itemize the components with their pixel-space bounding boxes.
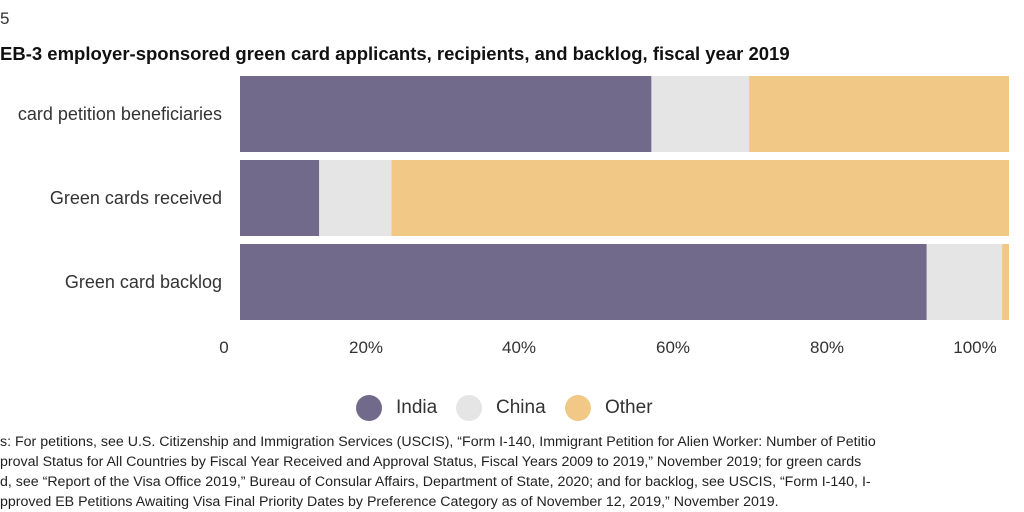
figure-number: 5 xyxy=(0,9,10,28)
legend-label-other: Other xyxy=(605,397,653,418)
category-label-2: Green cards received xyxy=(50,188,222,208)
bar-segment-india-2 xyxy=(240,160,320,236)
legend-item-other: Other xyxy=(565,393,653,423)
bar-segment-india-3 xyxy=(240,244,927,320)
legend-item-china: China xyxy=(456,393,546,423)
source-line-3: d, see “Report of the Visa Office 2019,”… xyxy=(0,474,871,490)
category-label-3: Green card backlog xyxy=(65,272,222,292)
chart-title: EB-3 employer-sponsored green card appli… xyxy=(0,43,790,64)
bar-segment-china-2 xyxy=(319,160,392,236)
x-tick-label-1: 0 xyxy=(219,338,228,357)
source-note: s: For petitions, see U.S. Citizenship a… xyxy=(0,432,1024,512)
bar-segment-china-1 xyxy=(651,76,750,152)
legend-item-india: India xyxy=(356,393,437,423)
legend: India China Other xyxy=(0,393,1024,423)
stacked-bar-chart: card petition beneficiaries Green cards r… xyxy=(18,76,1009,357)
x-tick-label-5: 80% xyxy=(810,338,844,357)
legend-label-india: India xyxy=(396,397,438,418)
source-line-4: pproved EB Petitions Awaiting Visa Final… xyxy=(0,494,779,510)
bar-segment-other-3 xyxy=(1002,244,1009,320)
bar-segment-india-1 xyxy=(240,76,652,152)
legend-swatch-china xyxy=(456,395,482,421)
category-label-1: card petition beneficiaries xyxy=(18,104,222,124)
bar-segment-other-1 xyxy=(749,76,1009,152)
x-tick-label-3: 40% xyxy=(502,338,536,357)
legend-swatch-other xyxy=(565,395,591,421)
bar-segment-china-3 xyxy=(926,244,1003,320)
x-tick-label-4: 60% xyxy=(656,338,690,357)
x-tick-label-6: 100% xyxy=(953,338,996,357)
bar-segment-other-2 xyxy=(391,160,1009,236)
legend-swatch-india xyxy=(356,395,382,421)
legend-label-china: China xyxy=(496,397,546,418)
x-tick-label-2: 20% xyxy=(349,338,383,357)
source-line-2: proval Status for All Countries by Fisca… xyxy=(0,454,862,470)
source-line-1: s: For petitions, see U.S. Citizenship a… xyxy=(0,434,876,450)
